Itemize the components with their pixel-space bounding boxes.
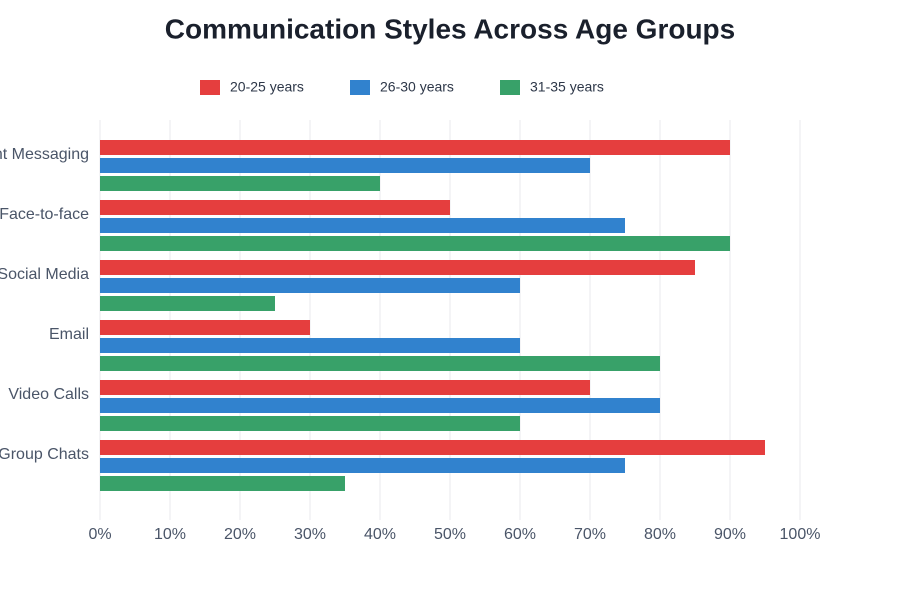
bar bbox=[100, 236, 730, 251]
bar bbox=[100, 440, 765, 455]
legend-swatch bbox=[200, 80, 220, 95]
y-tick-label: Social Media bbox=[0, 266, 89, 283]
x-tick-label: 70% bbox=[574, 526, 606, 543]
bar bbox=[100, 398, 660, 413]
bar bbox=[100, 176, 380, 191]
legend-label: 26-30 years bbox=[380, 79, 454, 95]
bar bbox=[100, 296, 275, 311]
legend-label: 31-35 years bbox=[530, 79, 604, 95]
x-tick-label: 20% bbox=[224, 526, 256, 543]
legend-label: 20-25 years bbox=[230, 79, 304, 95]
bar bbox=[100, 218, 625, 233]
legend-swatch bbox=[350, 80, 370, 95]
x-tick-label: 50% bbox=[434, 526, 466, 543]
y-tick-label: Group Chats bbox=[0, 446, 89, 463]
y-tick-label: Face-to-face bbox=[0, 206, 89, 223]
bar bbox=[100, 458, 625, 473]
bar bbox=[100, 380, 590, 395]
bar bbox=[100, 158, 590, 173]
x-tick-label: 10% bbox=[154, 526, 186, 543]
bar bbox=[100, 416, 520, 431]
chart-title: Communication Styles Across Age Groups bbox=[165, 13, 736, 44]
y-tick-label: Instant Messaging bbox=[0, 146, 89, 163]
bar bbox=[100, 260, 695, 275]
y-tick-label: Email bbox=[49, 326, 89, 343]
bar bbox=[100, 320, 310, 335]
x-tick-label: 100% bbox=[780, 526, 821, 543]
x-tick-label: 90% bbox=[714, 526, 746, 543]
x-tick-label: 30% bbox=[294, 526, 326, 543]
bar bbox=[100, 200, 450, 215]
bar bbox=[100, 140, 730, 155]
bar bbox=[100, 338, 520, 353]
x-tick-label: 80% bbox=[644, 526, 676, 543]
bar bbox=[100, 476, 345, 491]
y-tick-label: Video Calls bbox=[8, 386, 89, 403]
x-tick-label: 0% bbox=[88, 526, 111, 543]
bar bbox=[100, 278, 520, 293]
legend-swatch bbox=[500, 80, 520, 95]
x-tick-label: 40% bbox=[364, 526, 396, 543]
bar bbox=[100, 356, 660, 371]
x-tick-label: 60% bbox=[504, 526, 536, 543]
